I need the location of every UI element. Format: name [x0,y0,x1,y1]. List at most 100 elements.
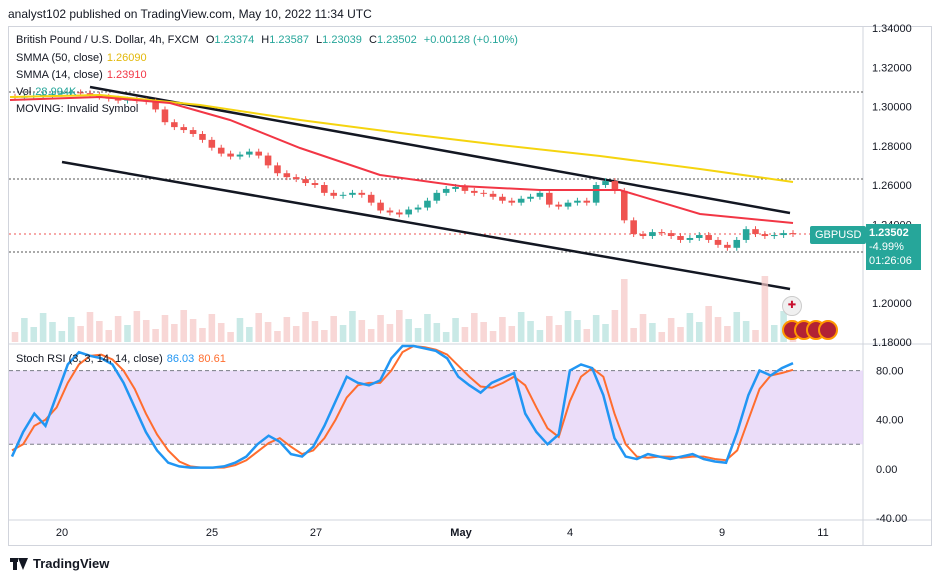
volume-bar [49,322,56,342]
volume-bar [217,323,225,342]
candle-body [592,185,600,203]
volume-bar [264,322,272,342]
volume-bar [189,319,197,342]
volume-bar [321,330,328,342]
events-icons[interactable] [782,320,838,340]
volume-bar [86,312,94,342]
volume-bar [367,329,375,342]
tradingview-brand[interactable]: TradingView [10,556,109,571]
candle-body [639,234,647,237]
change-value: +0.00128 (+0.10%) [423,34,518,46]
vol-value: 28.994K [35,86,77,98]
price-tag: 1.23502 -4.99% 01:26:06 [866,224,921,270]
volume-bar [770,325,778,342]
legend-vol: Vol 28.994K [16,86,76,98]
candle-body [489,193,497,197]
smma-lines [9,93,794,224]
volume-bar [452,318,459,342]
stoch-k-line [10,344,794,469]
smma14-value: 1.23910 [106,69,147,81]
candle-body [49,93,56,95]
open-value: 1.23374 [214,34,255,46]
legend-ohlc: British Pound / U.S. Dollar, 4h, FXCM O1… [16,34,518,46]
candle-body [152,101,159,110]
volume-bar [508,326,516,342]
smma14-line [9,95,794,224]
volume-bar [96,321,103,342]
candle-body [695,235,703,238]
moving-label: MOVING: Invalid Symbol [16,103,139,115]
volume-bar [330,316,337,342]
volume-bar [489,331,497,342]
uk-flag-icon[interactable]: ✚ [782,296,802,316]
us-flag-icon[interactable] [818,320,838,340]
volume-bar [199,328,206,342]
price-tick-label: 1.28000 [872,141,912,153]
stoch-d-value: 80.61 [198,353,226,365]
candle-body [246,151,253,155]
volume-bar [292,326,300,342]
volume-bar [564,311,572,342]
price-tick-label: 1.20000 [872,298,912,310]
volume-bar [677,327,684,342]
legend-smma14: SMMA (14, close) 1.23910 [16,69,147,81]
time-tick-label: 25 [206,527,218,539]
candle-body [292,177,300,180]
smma50-value: 1.26090 [106,52,147,64]
grid [9,26,932,546]
candle-body [264,155,272,166]
candle-body [330,192,337,196]
candle-body [780,233,787,236]
volume-bar [714,317,722,342]
candle-body [217,147,225,154]
smma14-label: SMMA (14, close) [16,69,103,81]
vol-label: Vol [16,86,32,98]
candle-body [536,192,544,197]
price-tag-countdown: 01:26:06 [869,255,912,267]
brand-name: TradingView [33,556,110,571]
volume-bar [517,312,525,342]
volume-bar [152,329,159,342]
price-tag-price: 1.23502 [869,227,909,239]
candle-body [620,190,628,221]
volume-bar [405,319,412,342]
price-tick-label: 1.30000 [872,102,912,114]
volume-bar [536,330,544,342]
candle-body [527,196,534,199]
volume-bar [555,325,562,342]
price-tick-label: 1.34000 [872,23,912,35]
candle-body [405,209,412,215]
volume-bar [58,331,66,342]
candle-body [442,188,450,193]
stoch-label: Stoch RSI (3, 3, 14, 14, close) [16,353,163,365]
candle-body [339,194,347,196]
volume-bar [30,327,38,342]
smma50-line [9,93,794,183]
symbol-label: British Pound / U.S. Dollar, 4h, FXCM [16,34,199,46]
candle-body [424,200,431,208]
candle-body [705,235,712,240]
volume-bar [246,327,253,342]
volume-bar [499,317,506,342]
volume-bar [227,332,234,342]
volume-bar [77,326,84,342]
time-tick-label: 20 [56,527,68,539]
candle-body [86,93,94,95]
tradingview-logo-icon [10,557,28,570]
volume-bar [386,324,394,342]
volume-bar [424,314,431,342]
volume-bar [39,313,47,342]
candle-body [761,234,769,237]
close-value: 1.23502 [376,34,417,46]
candle-body [724,244,731,248]
stoch-band [9,370,863,445]
time-tick-label: 11 [817,527,828,539]
volume-bar [658,332,666,342]
candle-body [667,233,675,237]
candle-body [199,133,206,140]
candle-body [733,239,741,248]
low-value: 1.23039 [322,34,362,46]
volume-bar [161,315,169,342]
volume-bar [611,310,619,342]
